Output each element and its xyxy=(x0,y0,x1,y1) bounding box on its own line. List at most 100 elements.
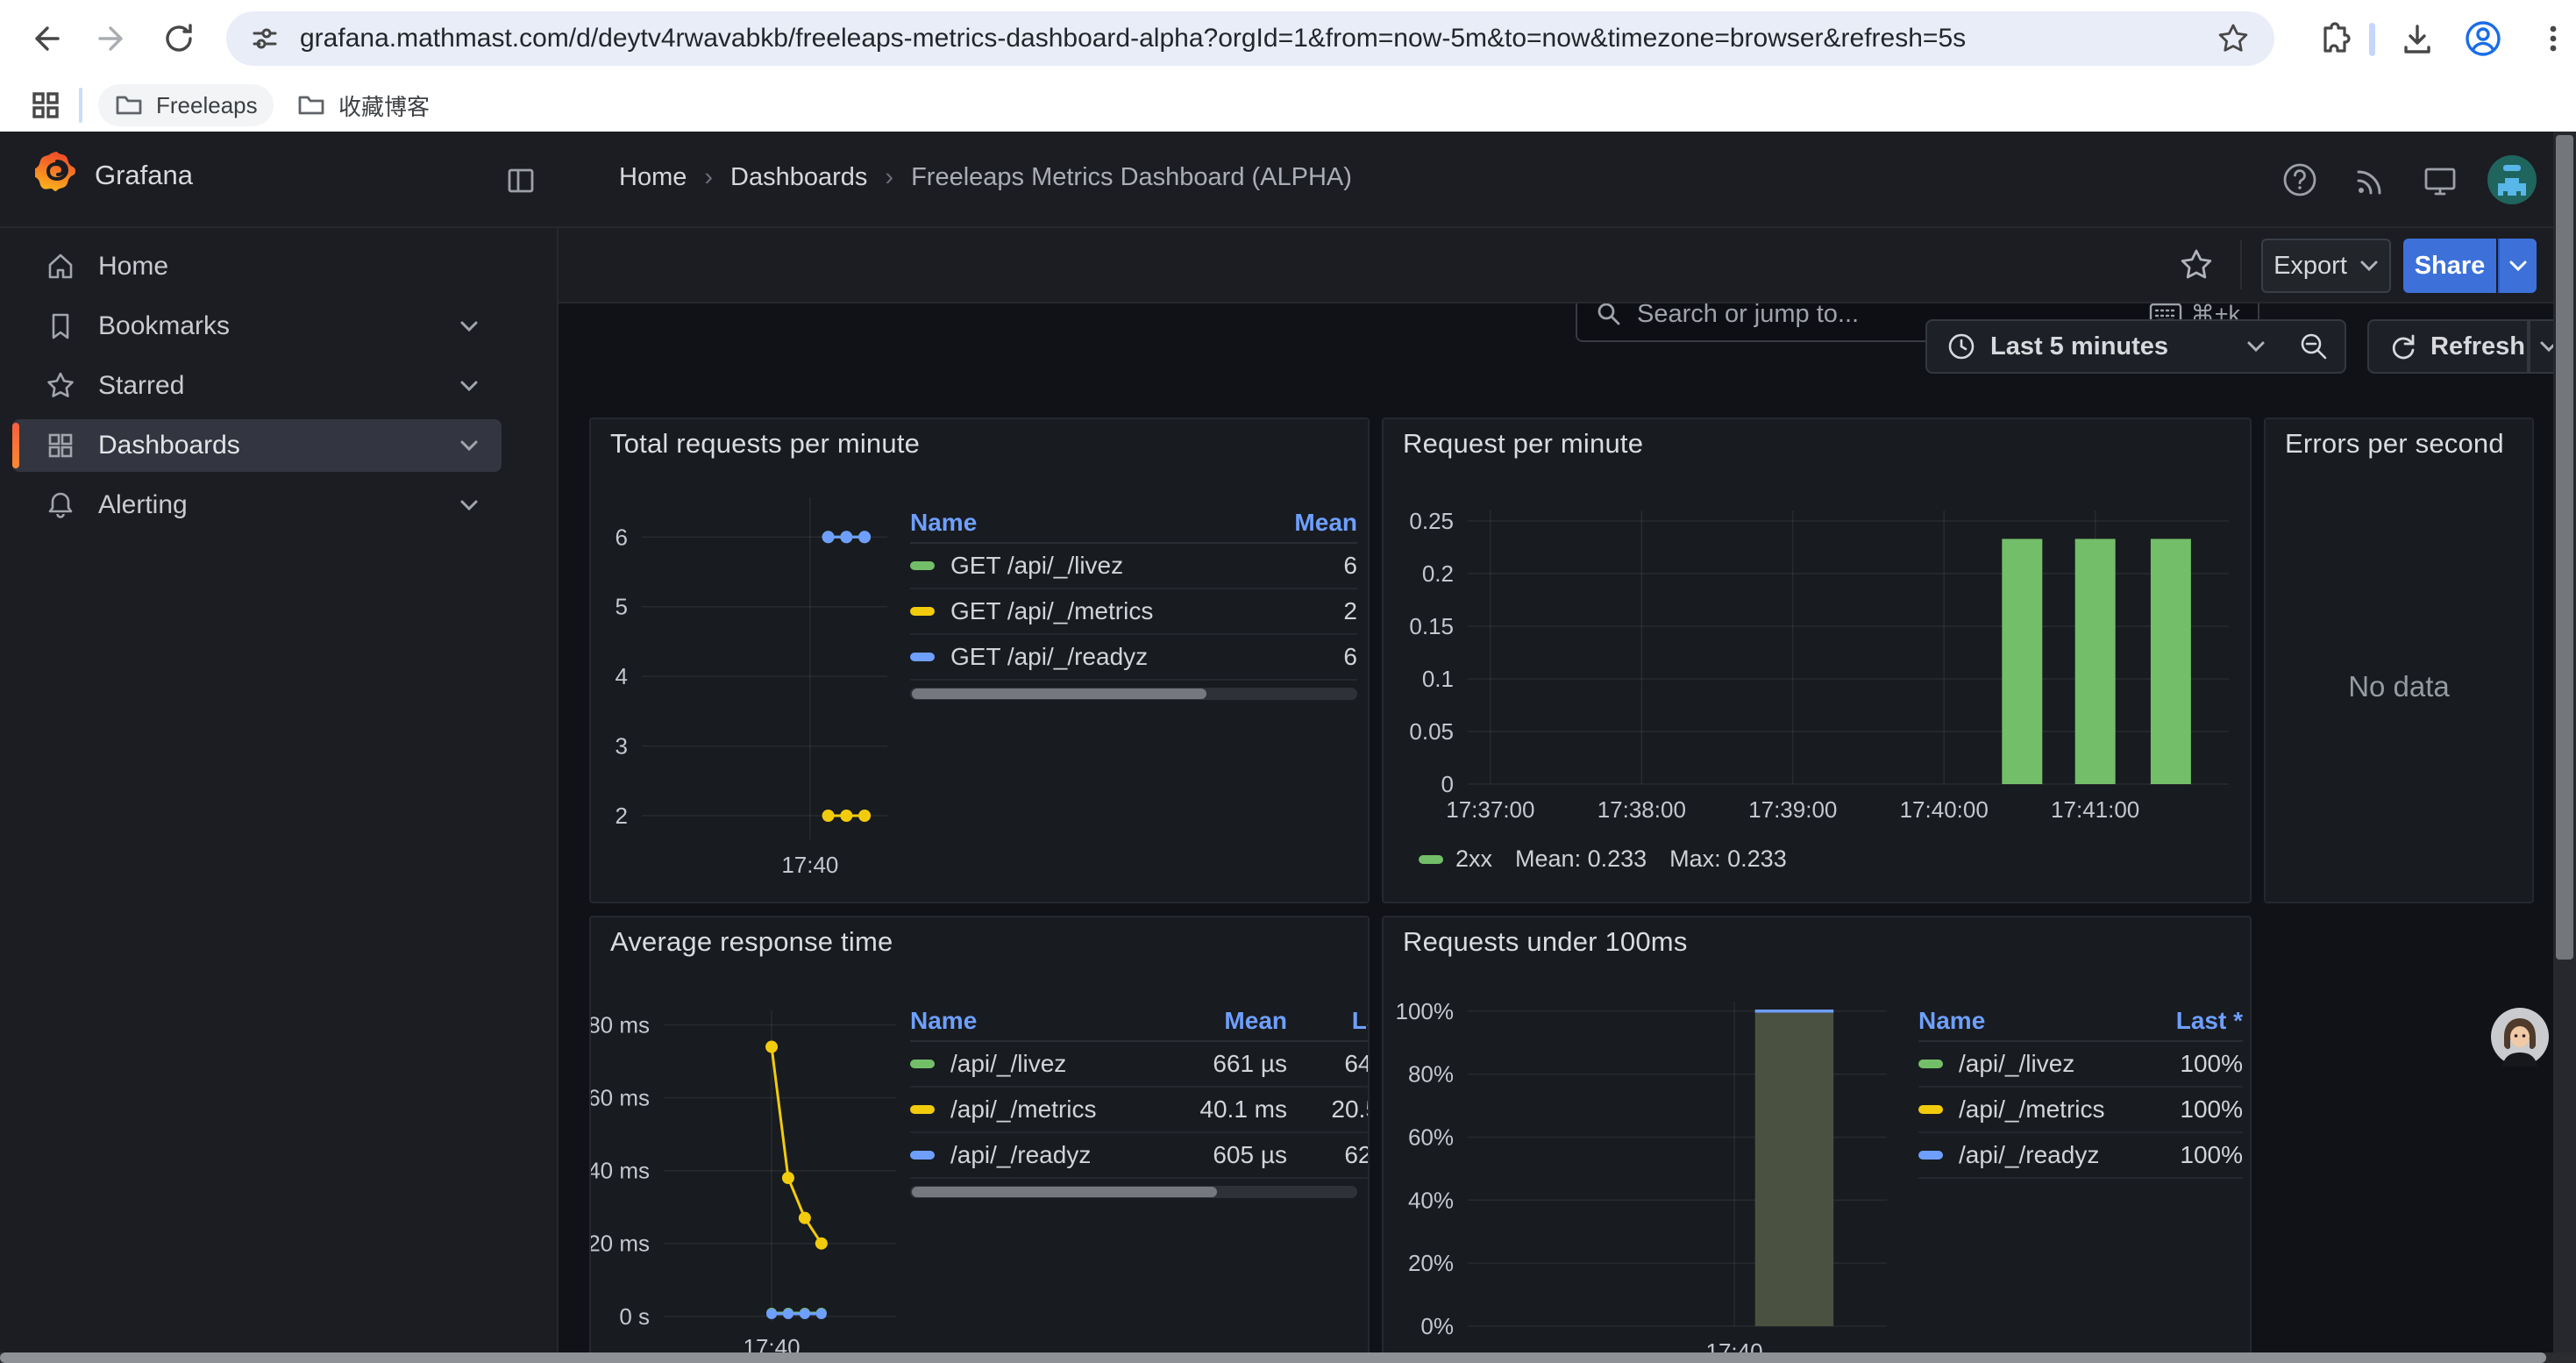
tune-icon[interactable] xyxy=(249,23,281,54)
series-name[interactable]: GET /api/_/metrics xyxy=(950,597,1252,625)
vertical-scrollbar-thumb[interactable] xyxy=(2556,135,2573,960)
share-button[interactable]: Share xyxy=(2403,239,2496,293)
breadcrumb-separator: › xyxy=(704,163,713,192)
series-swatch xyxy=(910,1151,935,1160)
bell-icon xyxy=(46,490,75,520)
bookmark-star-icon[interactable] xyxy=(2217,22,2250,55)
svg-text:3: 3 xyxy=(616,733,628,760)
breadcrumb-home[interactable]: Home xyxy=(619,163,687,192)
chevron-down-icon[interactable] xyxy=(459,499,479,511)
panel-title[interactable]: Requests under 100ms xyxy=(1403,926,1688,958)
sidebar-item-home[interactable]: Home xyxy=(12,240,502,293)
scrollbar-thumb[interactable] xyxy=(912,689,1206,699)
url-text[interactable]: grafana.mathmast.com/d/deytv4rwavabkb/fr… xyxy=(300,24,2217,54)
series-last: 100% xyxy=(2129,1050,2243,1078)
bookmark-folder-blogs[interactable]: 收藏博客 xyxy=(281,84,445,126)
forward-icon[interactable] xyxy=(95,21,130,56)
series-last: 20.5 ms xyxy=(1287,1095,1370,1124)
svg-text:100%: 100% xyxy=(1396,998,1455,1024)
help-icon[interactable] xyxy=(2281,161,2318,198)
chevron-down-icon[interactable] xyxy=(459,320,479,332)
sidebar-item-alerting[interactable]: Alerting xyxy=(12,479,502,532)
table-row: /api/_/metrics 40.1 ms 20.5 ms xyxy=(910,1088,1370,1133)
series-name[interactable]: GET /api/_/livez xyxy=(950,552,1252,580)
zoom-out-icon xyxy=(2299,332,2329,361)
no-data-message: No data xyxy=(2266,670,2532,703)
series-name[interactable]: /api/_/livez xyxy=(1959,1050,2129,1078)
grafana-logo[interactable] xyxy=(35,149,79,193)
dashboard-action-row: Export Share xyxy=(559,228,2576,303)
column-header-last[interactable]: Last * xyxy=(2129,1007,2243,1035)
column-header-name[interactable]: Name xyxy=(1918,1007,2129,1035)
series-swatch xyxy=(910,561,935,570)
monitor-icon[interactable] xyxy=(2422,163,2459,200)
chevron-down-icon[interactable] xyxy=(459,380,479,392)
user-avatar[interactable] xyxy=(2487,154,2537,205)
legend-scrollbar[interactable] xyxy=(910,1186,1357,1198)
series-name[interactable]: /api/_/readyz xyxy=(1959,1141,2129,1169)
svg-text:0.05: 0.05 xyxy=(1409,718,1454,745)
panel-requests-under-100ms: 100%80%60%40%20%0%17:40 Requests under 1… xyxy=(1382,916,2252,1363)
refresh-button[interactable]: Refresh xyxy=(2367,319,2529,374)
legend-mean: Mean: 0.233 xyxy=(1515,846,1647,873)
column-header-name[interactable]: Name xyxy=(910,509,1252,537)
floating-avatar[interactable] xyxy=(2490,1007,2550,1067)
horizontal-scrollbar-thumb[interactable] xyxy=(0,1352,2546,1363)
series-last: 100% xyxy=(2129,1141,2243,1169)
chevron-down-icon[interactable] xyxy=(459,439,479,452)
svg-text:0.2: 0.2 xyxy=(1422,560,1454,587)
series-mean: 2 xyxy=(1252,597,1357,625)
request-per-minute-chart[interactable]: 0.250.20.150.10.05017:37:0017:38:0017:39… xyxy=(1384,419,2250,902)
apps-grid-icon[interactable] xyxy=(30,89,61,121)
column-header-name[interactable]: Name xyxy=(910,1007,1164,1035)
series-name[interactable]: /api/_/metrics xyxy=(1959,1095,2129,1124)
search-icon xyxy=(1595,300,1623,328)
sidebar-item-starred[interactable]: Starred xyxy=(12,360,502,412)
share-menu-button[interactable] xyxy=(2498,239,2537,293)
series-swatch xyxy=(910,1060,935,1068)
series-name[interactable]: GET /api/_/readyz xyxy=(950,643,1252,671)
export-button[interactable]: Export xyxy=(2261,239,2391,293)
column-header-mean[interactable]: Mean xyxy=(1252,509,1357,537)
collapse-sidebar-icon[interactable] xyxy=(505,165,537,196)
table-row: /api/_/readyz 100% xyxy=(1918,1133,2243,1179)
reload-icon[interactable] xyxy=(161,21,196,56)
sidebar-item-label: Dashboards xyxy=(98,431,240,460)
time-range-picker[interactable]: Last 5 minutes xyxy=(1925,319,2285,374)
column-header-mean[interactable]: Mean xyxy=(1164,1007,1287,1035)
series-name[interactable]: /api/_/livez xyxy=(950,1050,1164,1078)
svg-text:40 ms: 40 ms xyxy=(591,1158,650,1184)
chevron-down-icon xyxy=(2246,340,2266,353)
column-header-last[interactable]: Last * xyxy=(1287,1007,1370,1035)
favorite-star-icon[interactable] xyxy=(2179,247,2214,282)
brand-label[interactable]: Grafana xyxy=(95,160,193,191)
browser-menu-icon[interactable] xyxy=(2536,21,2571,56)
back-icon[interactable] xyxy=(28,21,63,56)
svg-text:4: 4 xyxy=(616,663,628,689)
scrollbar-thumb[interactable] xyxy=(912,1187,1217,1197)
refresh-icon xyxy=(2388,332,2418,361)
download-icon[interactable] xyxy=(2399,21,2436,58)
sidebar-item-dashboards[interactable]: Dashboards xyxy=(12,419,502,472)
breadcrumb-dashboards[interactable]: Dashboards xyxy=(730,163,867,192)
series-name[interactable]: /api/_/metrics xyxy=(950,1095,1164,1124)
series-name[interactable]: /api/_/readyz xyxy=(950,1141,1164,1169)
profile-icon[interactable] xyxy=(2464,19,2502,58)
series-swatch xyxy=(910,607,935,616)
legend-table: Name Last * /api/_/livez 100% /api/_/met… xyxy=(1918,1002,2243,1179)
url-bar[interactable]: grafana.mathmast.com/d/deytv4rwavabkb/fr… xyxy=(226,11,2274,66)
zoom-out-button[interactable] xyxy=(2283,319,2346,374)
grafana-header: Grafana Home › Dashboards › Freeleaps Me… xyxy=(0,132,2576,228)
sidebar-item-bookmarks[interactable]: Bookmarks xyxy=(12,300,502,353)
extensions-icon[interactable] xyxy=(2315,21,2352,58)
chart-legend: 2xx Mean: 0.233 Max: 0.233 xyxy=(1419,846,1787,873)
news-rss-icon[interactable] xyxy=(2353,163,2388,198)
panel-title[interactable]: Request per minute xyxy=(1403,428,1643,460)
panel-title[interactable]: Errors per second xyxy=(2285,428,2504,460)
sidebar-nav: Home Bookmarks Starred Dashboards Alerti… xyxy=(0,228,559,1363)
panel-title[interactable]: Total requests per minute xyxy=(610,428,920,460)
legend-scrollbar[interactable] xyxy=(910,688,1357,700)
bookmark-folder-freeleaps[interactable]: Freeleaps xyxy=(98,84,274,126)
panel-title[interactable]: Average response time xyxy=(610,926,893,958)
series-name[interactable]: 2xx xyxy=(1455,846,1492,873)
